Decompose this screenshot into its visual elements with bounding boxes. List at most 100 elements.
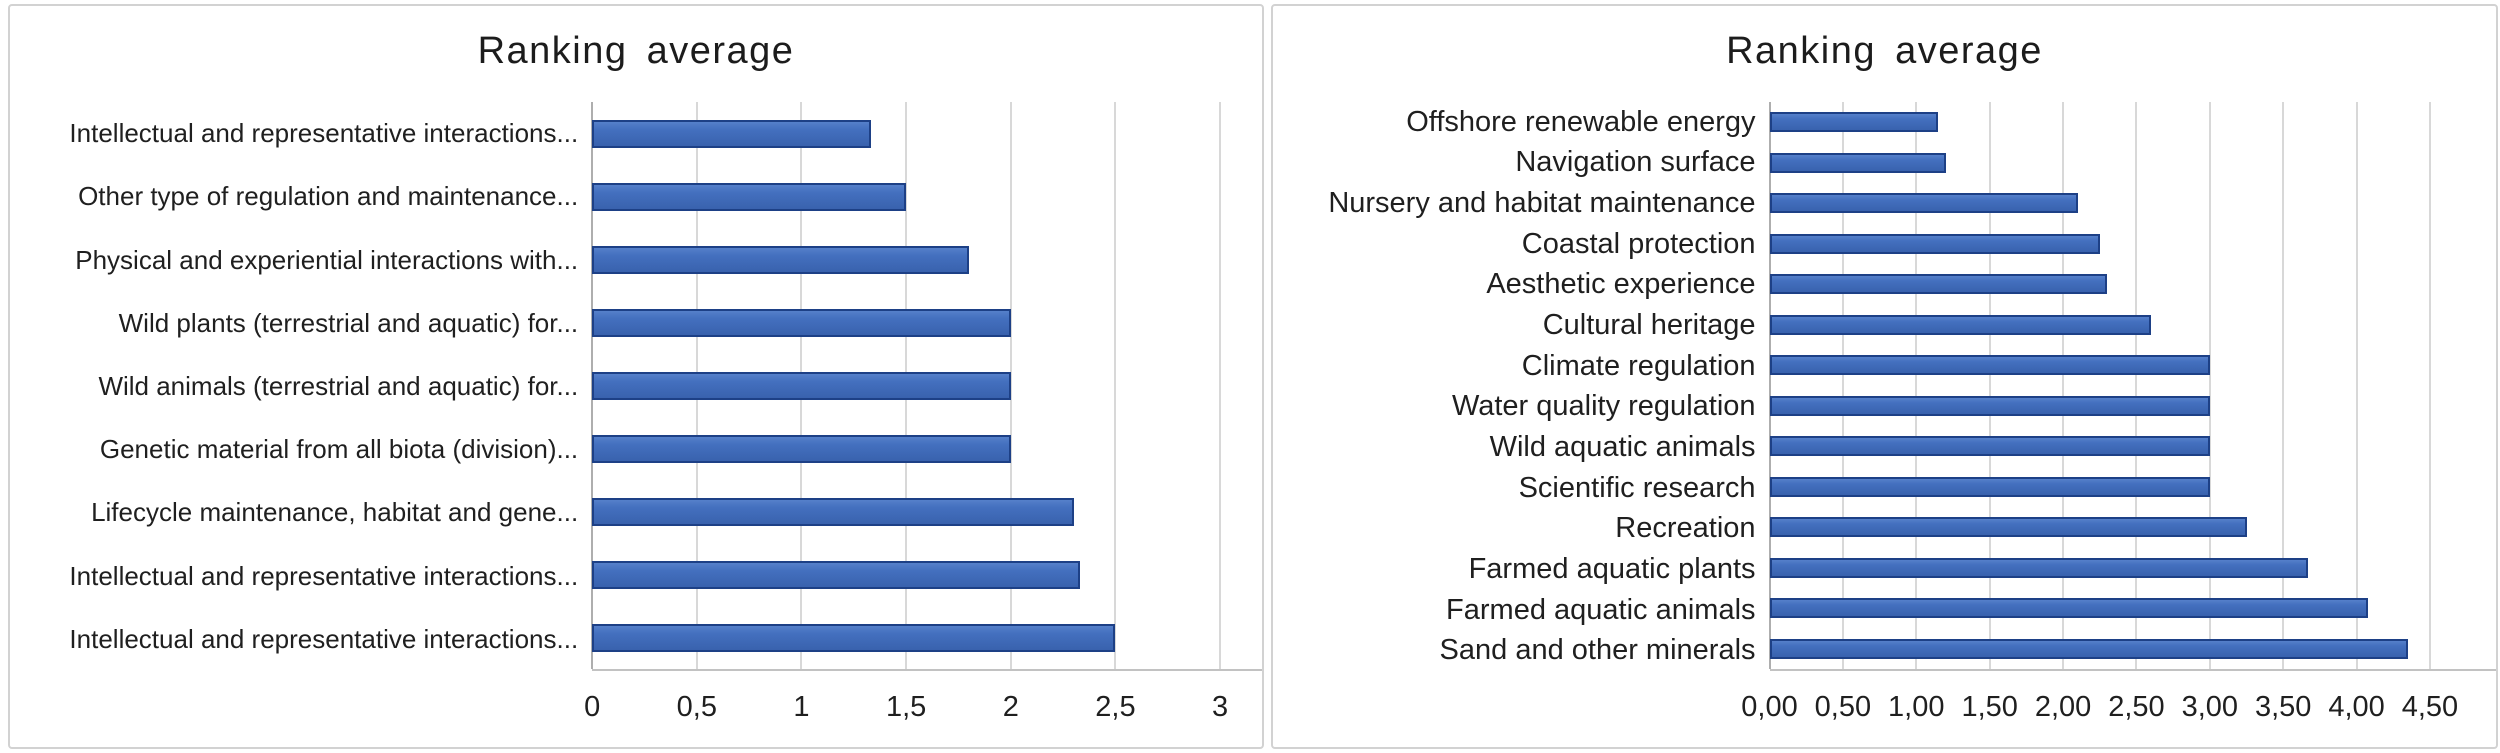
bar-row (1769, 467, 2496, 508)
gridline (1915, 102, 1918, 669)
bar-row (1769, 426, 2496, 467)
category-label: Recreation (1615, 512, 1756, 545)
bar-row (592, 354, 1262, 417)
x-tick-label: 2,00 (2034, 691, 2092, 723)
chart-body: Intellectual and representative interact… (10, 102, 1262, 671)
bar-row (1769, 224, 2496, 265)
x-tick-label: 0,00 (1741, 691, 1798, 723)
category-label: Cultural heritage (1542, 309, 1756, 342)
bar-row (592, 291, 1262, 354)
category-label: Intellectual and representative interact… (69, 118, 579, 149)
category-label: Water quality regulation (1451, 390, 1756, 423)
x-tick-label: 4,50 (2401, 691, 2459, 723)
value-axis-row: 0 0,5 1 1,5 2 2,5 3 (10, 671, 1262, 747)
bar (592, 245, 969, 274)
bar-row (1769, 183, 2496, 224)
bar (1769, 517, 2247, 538)
category-label: Nursery and habitat maintenance (1328, 187, 1756, 220)
bar-row (592, 543, 1262, 606)
category-label: Physical and experiential interactions w… (75, 244, 579, 275)
value-axis: 0 0,5 1 1,5 2 2,5 3 (584, 671, 1262, 747)
category-label: Farmed aquatic plants (1468, 552, 1756, 585)
category-label: Lifecycle maintenance, habitat and gene.… (91, 497, 579, 528)
bar (592, 623, 1116, 652)
x-tick-label: 1,50 (1961, 691, 2018, 723)
bar (1769, 314, 2152, 335)
chart-body: Offshore renewable energy Navigation surf… (1273, 102, 2496, 671)
bar-row (1769, 345, 2496, 386)
gridline (1219, 102, 1222, 669)
x-tick-label: 0,5 (676, 691, 717, 723)
category-label: Climate regulation (1521, 349, 1756, 382)
bar-row (1769, 143, 2496, 184)
bar (1769, 274, 2108, 295)
bar-row (1769, 548, 2496, 589)
bar-row (1769, 629, 2496, 670)
bar (592, 371, 1011, 400)
x-tick-label: 3,00 (2181, 691, 2239, 723)
plot-area (591, 102, 1262, 671)
gridline (2135, 102, 2138, 669)
bar-row (1769, 102, 2496, 143)
bar-row (1769, 386, 2496, 427)
bar (1769, 557, 2309, 578)
x-tick-label: 3,50 (2254, 691, 2312, 723)
gridline (2208, 102, 2211, 669)
bar (1769, 436, 2210, 457)
axis-zero-line (1768, 102, 1771, 669)
category-label: Intellectual and representative interact… (69, 623, 579, 654)
gridline (1988, 102, 1991, 669)
gridline (2355, 102, 2358, 669)
category-axis: Offshore renewable energy Navigation surf… (1273, 102, 1770, 671)
category-label: Scientific research (1518, 471, 1756, 504)
bar-row (1769, 588, 2496, 629)
bar (1769, 152, 1946, 173)
plot-area (1768, 102, 2496, 671)
x-tick-label: 0 (584, 691, 601, 723)
x-tick-label: 2 (1002, 691, 1019, 723)
bar-row (592, 228, 1262, 291)
left-chart-panel: Ranking average Intellectual and represe… (8, 4, 1264, 749)
bar-series (592, 102, 1262, 669)
bar (1769, 395, 2210, 416)
x-tick-label: 4,00 (2328, 691, 2385, 723)
x-tick-label: 1,00 (1888, 691, 1945, 723)
x-tick-label: 2,50 (2108, 691, 2165, 723)
bar (1769, 638, 2408, 659)
category-label: Wild plants (terrestrial and aquatic) fo… (118, 307, 579, 338)
category-label: Farmed aquatic animals (1446, 593, 1756, 626)
gridline (1009, 102, 1012, 669)
bar (1769, 476, 2210, 497)
bar (592, 497, 1074, 526)
bar (1769, 193, 2078, 214)
bar (1769, 598, 2369, 619)
bar (1769, 355, 2210, 376)
chart-title: Ranking average (1726, 30, 2043, 72)
gridline (1841, 102, 1844, 669)
bar (592, 434, 1011, 463)
category-label: Other type of regulation and maintenance… (78, 181, 579, 212)
x-tick-label: 1 (793, 691, 810, 723)
category-axis: Intellectual and representative interact… (10, 102, 592, 671)
bar-row (1769, 264, 2496, 305)
bar-series (1769, 102, 2496, 670)
category-label: Wild aquatic animals (1489, 430, 1756, 463)
category-label: Wild animals (terrestrial and aquatic) f… (98, 370, 579, 401)
bar-row (592, 480, 1262, 543)
bar-row (592, 417, 1262, 480)
bar-row (592, 165, 1262, 228)
gridline (2062, 102, 2065, 669)
x-tick-label: 0,50 (1814, 691, 1872, 723)
bar (1769, 233, 2100, 254)
gridline (2428, 102, 2431, 669)
bar-row (592, 102, 1262, 165)
bar (1769, 112, 1939, 133)
value-axis-row: 0,00 0,50 1,00 1,50 2,00 2,50 3,00 3,50 4,00 4,50 (1273, 671, 2496, 747)
bar-row (1769, 507, 2496, 548)
category-label: Intellectual and representative interact… (69, 560, 579, 591)
bar (592, 182, 907, 211)
category-label: Genetic material from all biota (divisio… (99, 434, 579, 465)
value-axis: 0,00 0,50 1,00 1,50 2,00 2,50 3,00 3,50 4,00 4,50 (1741, 671, 2496, 747)
value-axis-spacer (1273, 671, 1770, 747)
